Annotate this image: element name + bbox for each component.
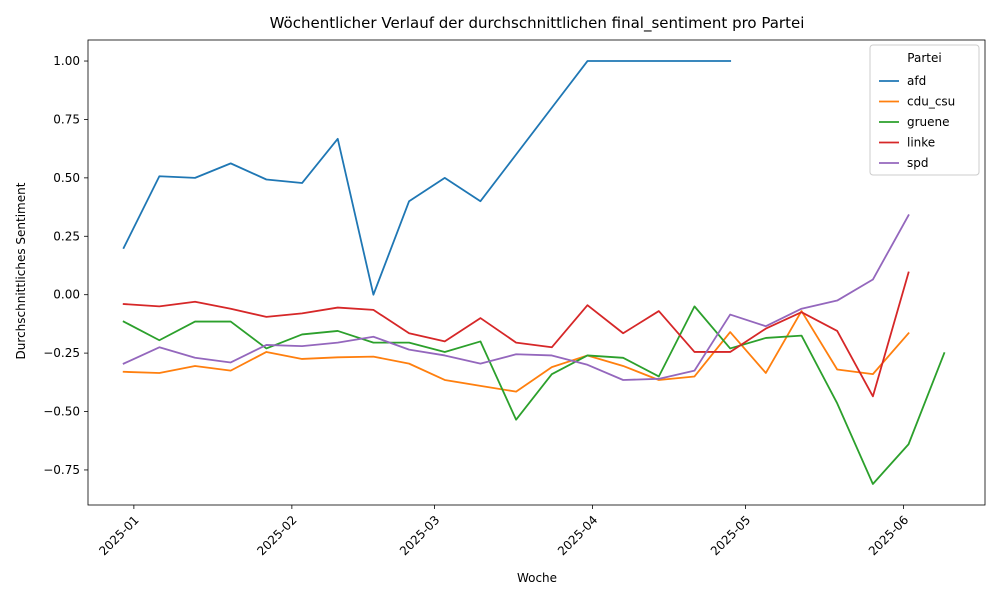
y-axis-label: Durchschnittliches Sentiment bbox=[14, 182, 28, 359]
x-tick-label: 2025-02 bbox=[254, 513, 299, 558]
y-tick-label: 0.75 bbox=[53, 112, 80, 126]
x-tick-label: 2025-06 bbox=[866, 513, 911, 558]
plot-frame bbox=[87, 39, 986, 506]
legend-label-linke: linke bbox=[907, 136, 935, 150]
x-tick-label: 2025-03 bbox=[397, 513, 442, 558]
legend-label-afd: afd bbox=[907, 74, 926, 88]
y-tick-label: 0.00 bbox=[53, 288, 80, 302]
x-tick-label: 2025-05 bbox=[708, 513, 753, 558]
title-layer: Wöchentlicher Verlauf der durchschnittli… bbox=[14, 14, 804, 585]
y-tick-label: 1.00 bbox=[53, 54, 80, 68]
y-tick-label: 0.25 bbox=[53, 229, 80, 243]
y-tick-label: 0.50 bbox=[53, 171, 80, 185]
series-line-gruene bbox=[122, 305, 946, 485]
legend-label-spd: spd bbox=[907, 156, 929, 170]
series-line-linke bbox=[122, 271, 910, 398]
y-tick-label: −0.50 bbox=[43, 405, 80, 419]
series-line-spd bbox=[122, 214, 910, 381]
legend-label-cdu_csu: cdu_csu bbox=[907, 95, 955, 109]
y-tick-label: −0.75 bbox=[43, 463, 80, 477]
y-tick-label: −0.25 bbox=[43, 346, 80, 360]
chart-title: Wöchentlicher Verlauf der durchschnittli… bbox=[270, 14, 805, 33]
series-layer bbox=[122, 60, 946, 485]
series-line-afd bbox=[122, 60, 732, 296]
legend-title: Partei bbox=[907, 51, 941, 65]
legend-label-gruene: gruene bbox=[907, 115, 950, 129]
x-tick-label: 2025-01 bbox=[96, 513, 141, 558]
series-line-cdu_csu bbox=[122, 310, 910, 393]
x-tick-label: 2025-04 bbox=[555, 513, 600, 558]
axes-layer: 1.00 0.75 0.50 0.25 0.00 −0.25 −0.50 −0.75 2025-… bbox=[43, 39, 986, 558]
x-axis-label: Woche bbox=[517, 571, 557, 585]
